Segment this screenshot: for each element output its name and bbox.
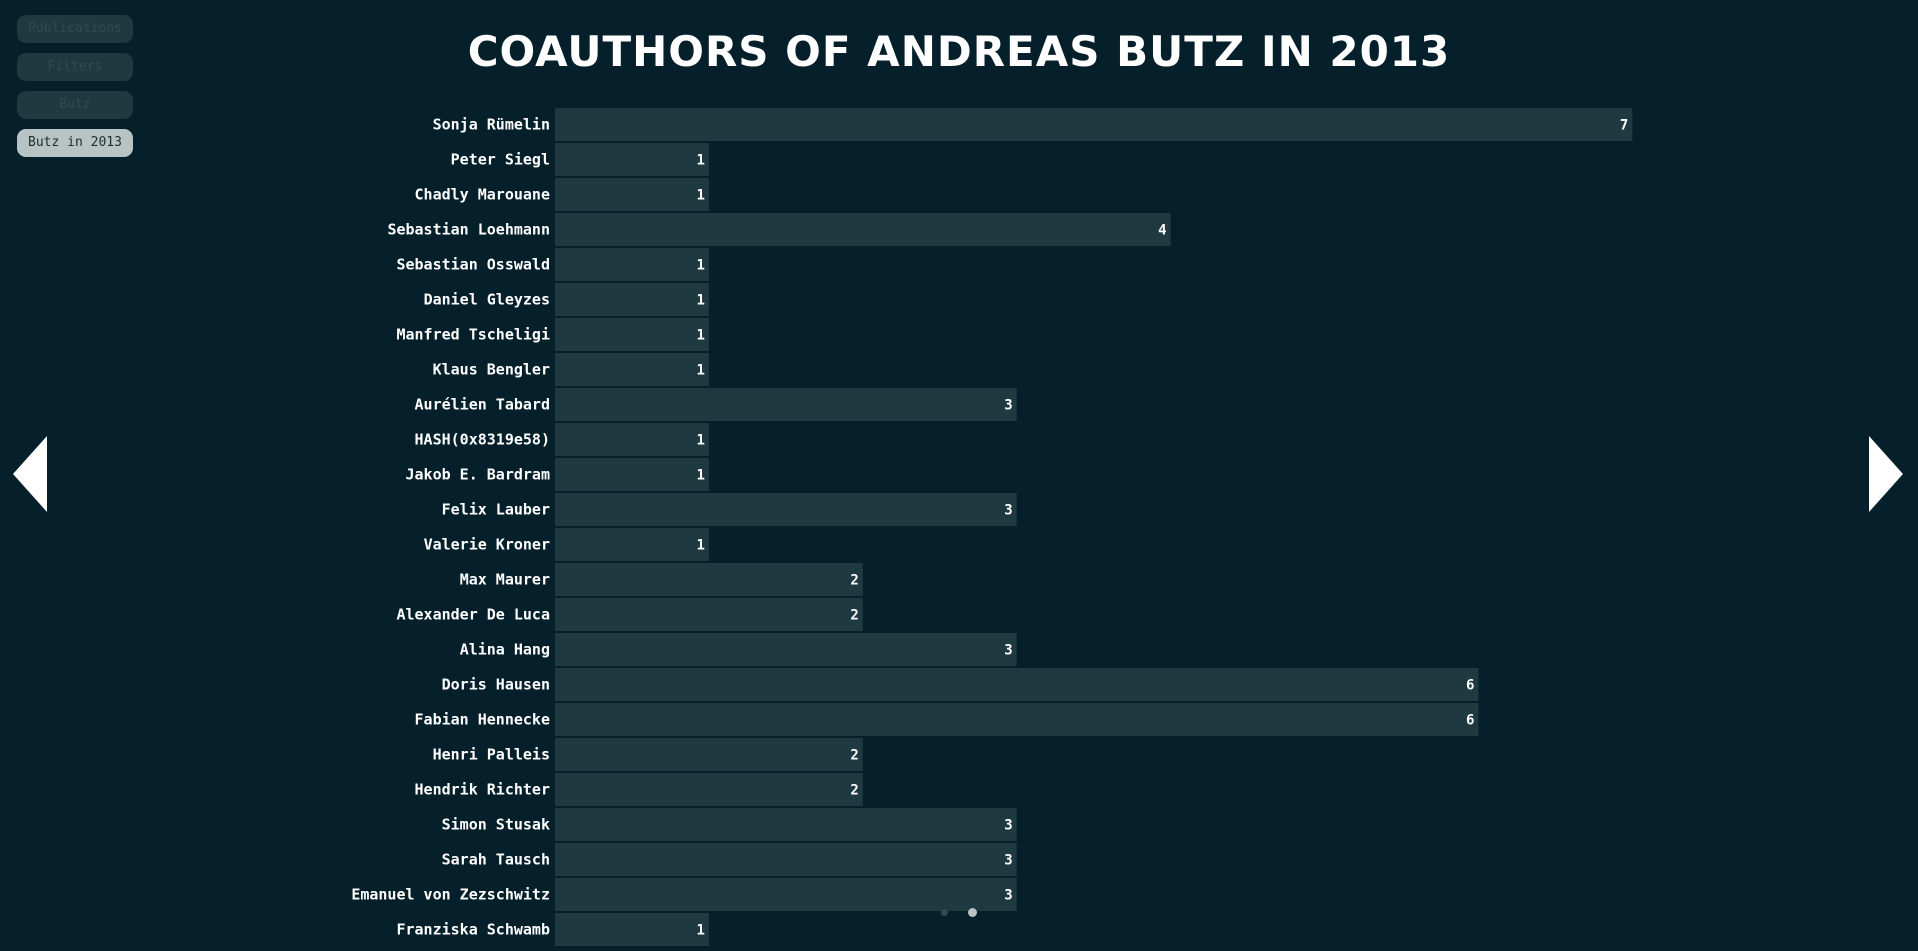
category-label: Chadly Marouane — [415, 186, 550, 204]
category-label: Sonja Rümelin — [433, 116, 550, 134]
data-label: 1 — [696, 538, 704, 554]
data-label: 1 — [696, 468, 704, 484]
nav-pill-publications[interactable]: Publications — [17, 15, 133, 43]
data-label: 1 — [696, 293, 704, 309]
nav-pill-butz-in-2013[interactable]: Butz in 2013 — [17, 129, 133, 157]
bar — [555, 808, 1017, 841]
data-label: 2 — [850, 783, 858, 799]
bar — [555, 213, 1171, 246]
chart-title: COAUTHORS OF ANDREAS BUTZ IN 2013 — [467, 27, 1451, 76]
prev-slide-triangle-left-icon[interactable] — [13, 436, 47, 512]
category-label: Franziska Schwamb — [396, 921, 550, 939]
bar — [555, 248, 709, 281]
progress-dot[interactable] — [941, 909, 948, 916]
category-label: Doris Hausen — [442, 676, 550, 694]
category-label: Fabian Hennecke — [415, 711, 550, 729]
data-label: 2 — [850, 748, 858, 764]
category-label: Henri Palleis — [433, 746, 550, 764]
category-label: HASH(0x8319e58) — [415, 431, 550, 449]
data-label: 1 — [696, 153, 704, 169]
category-label: Simon Stusak — [442, 816, 550, 834]
category-label: Sebastian Osswald — [396, 256, 550, 274]
data-label: 1 — [696, 328, 704, 344]
category-label: Emanuel von Zezschwitz — [351, 886, 550, 904]
data-label: 3 — [1004, 888, 1012, 904]
bar — [555, 738, 863, 771]
bar — [555, 423, 709, 456]
category-label: Hendrik Richter — [415, 781, 550, 799]
category-label: Valerie Kroner — [424, 536, 550, 554]
category-label: Alina Hang — [460, 641, 550, 659]
bar — [555, 493, 1017, 526]
category-label: Daniel Gleyzes — [424, 291, 550, 309]
data-label: 3 — [1004, 643, 1012, 659]
bar — [555, 388, 1017, 421]
slide-nav: Publications Filters Butz Butz in 2013 — [17, 15, 133, 167]
bar — [555, 528, 709, 561]
nav-pill-filters[interactable]: Filters — [17, 53, 133, 81]
data-label: 2 — [850, 608, 858, 624]
nav-pill-butz[interactable]: Butz — [17, 91, 133, 119]
bar — [555, 878, 1017, 911]
data-label: 3 — [1004, 398, 1012, 414]
bar — [555, 108, 1633, 141]
category-label: Jakob E. Bardram — [406, 466, 551, 484]
bar — [555, 913, 709, 946]
data-label: 7 — [1620, 118, 1628, 134]
bar — [555, 143, 709, 176]
data-label: 2 — [850, 573, 858, 589]
bar — [555, 353, 709, 386]
bar — [555, 318, 709, 351]
data-label: 1 — [696, 923, 704, 939]
category-label: Manfred Tscheligi — [396, 326, 550, 344]
data-label: 3 — [1004, 503, 1012, 519]
data-label: 1 — [696, 433, 704, 449]
bar — [555, 458, 709, 491]
next-slide-triangle-right-icon[interactable] — [1869, 436, 1903, 512]
data-label: 6 — [1466, 678, 1474, 694]
data-label: 4 — [1158, 223, 1166, 239]
category-label: Klaus Bengler — [433, 361, 550, 379]
category-label: Sarah Tausch — [442, 851, 550, 869]
data-label: 1 — [696, 188, 704, 204]
data-label: 6 — [1466, 713, 1474, 729]
bar — [555, 703, 1479, 736]
category-label: Max Maurer — [460, 571, 550, 589]
category-label: Felix Lauber — [442, 501, 550, 519]
bar — [555, 633, 1017, 666]
category-label: Aurélien Tabard — [415, 396, 550, 414]
category-label: Alexander De Luca — [396, 606, 550, 624]
category-label: Peter Siegl — [451, 151, 550, 169]
progress-dot-active[interactable] — [968, 908, 977, 917]
bar — [555, 668, 1479, 701]
data-label: 3 — [1004, 853, 1012, 869]
bar — [555, 598, 863, 631]
bar — [555, 563, 863, 596]
data-label: 1 — [696, 258, 704, 274]
data-label: 3 — [1004, 818, 1012, 834]
bar — [555, 178, 709, 211]
data-label: 1 — [696, 363, 704, 379]
bar — [555, 283, 709, 316]
category-label: Sebastian Loehmann — [387, 221, 550, 239]
bar — [555, 773, 863, 806]
bar — [555, 843, 1017, 876]
